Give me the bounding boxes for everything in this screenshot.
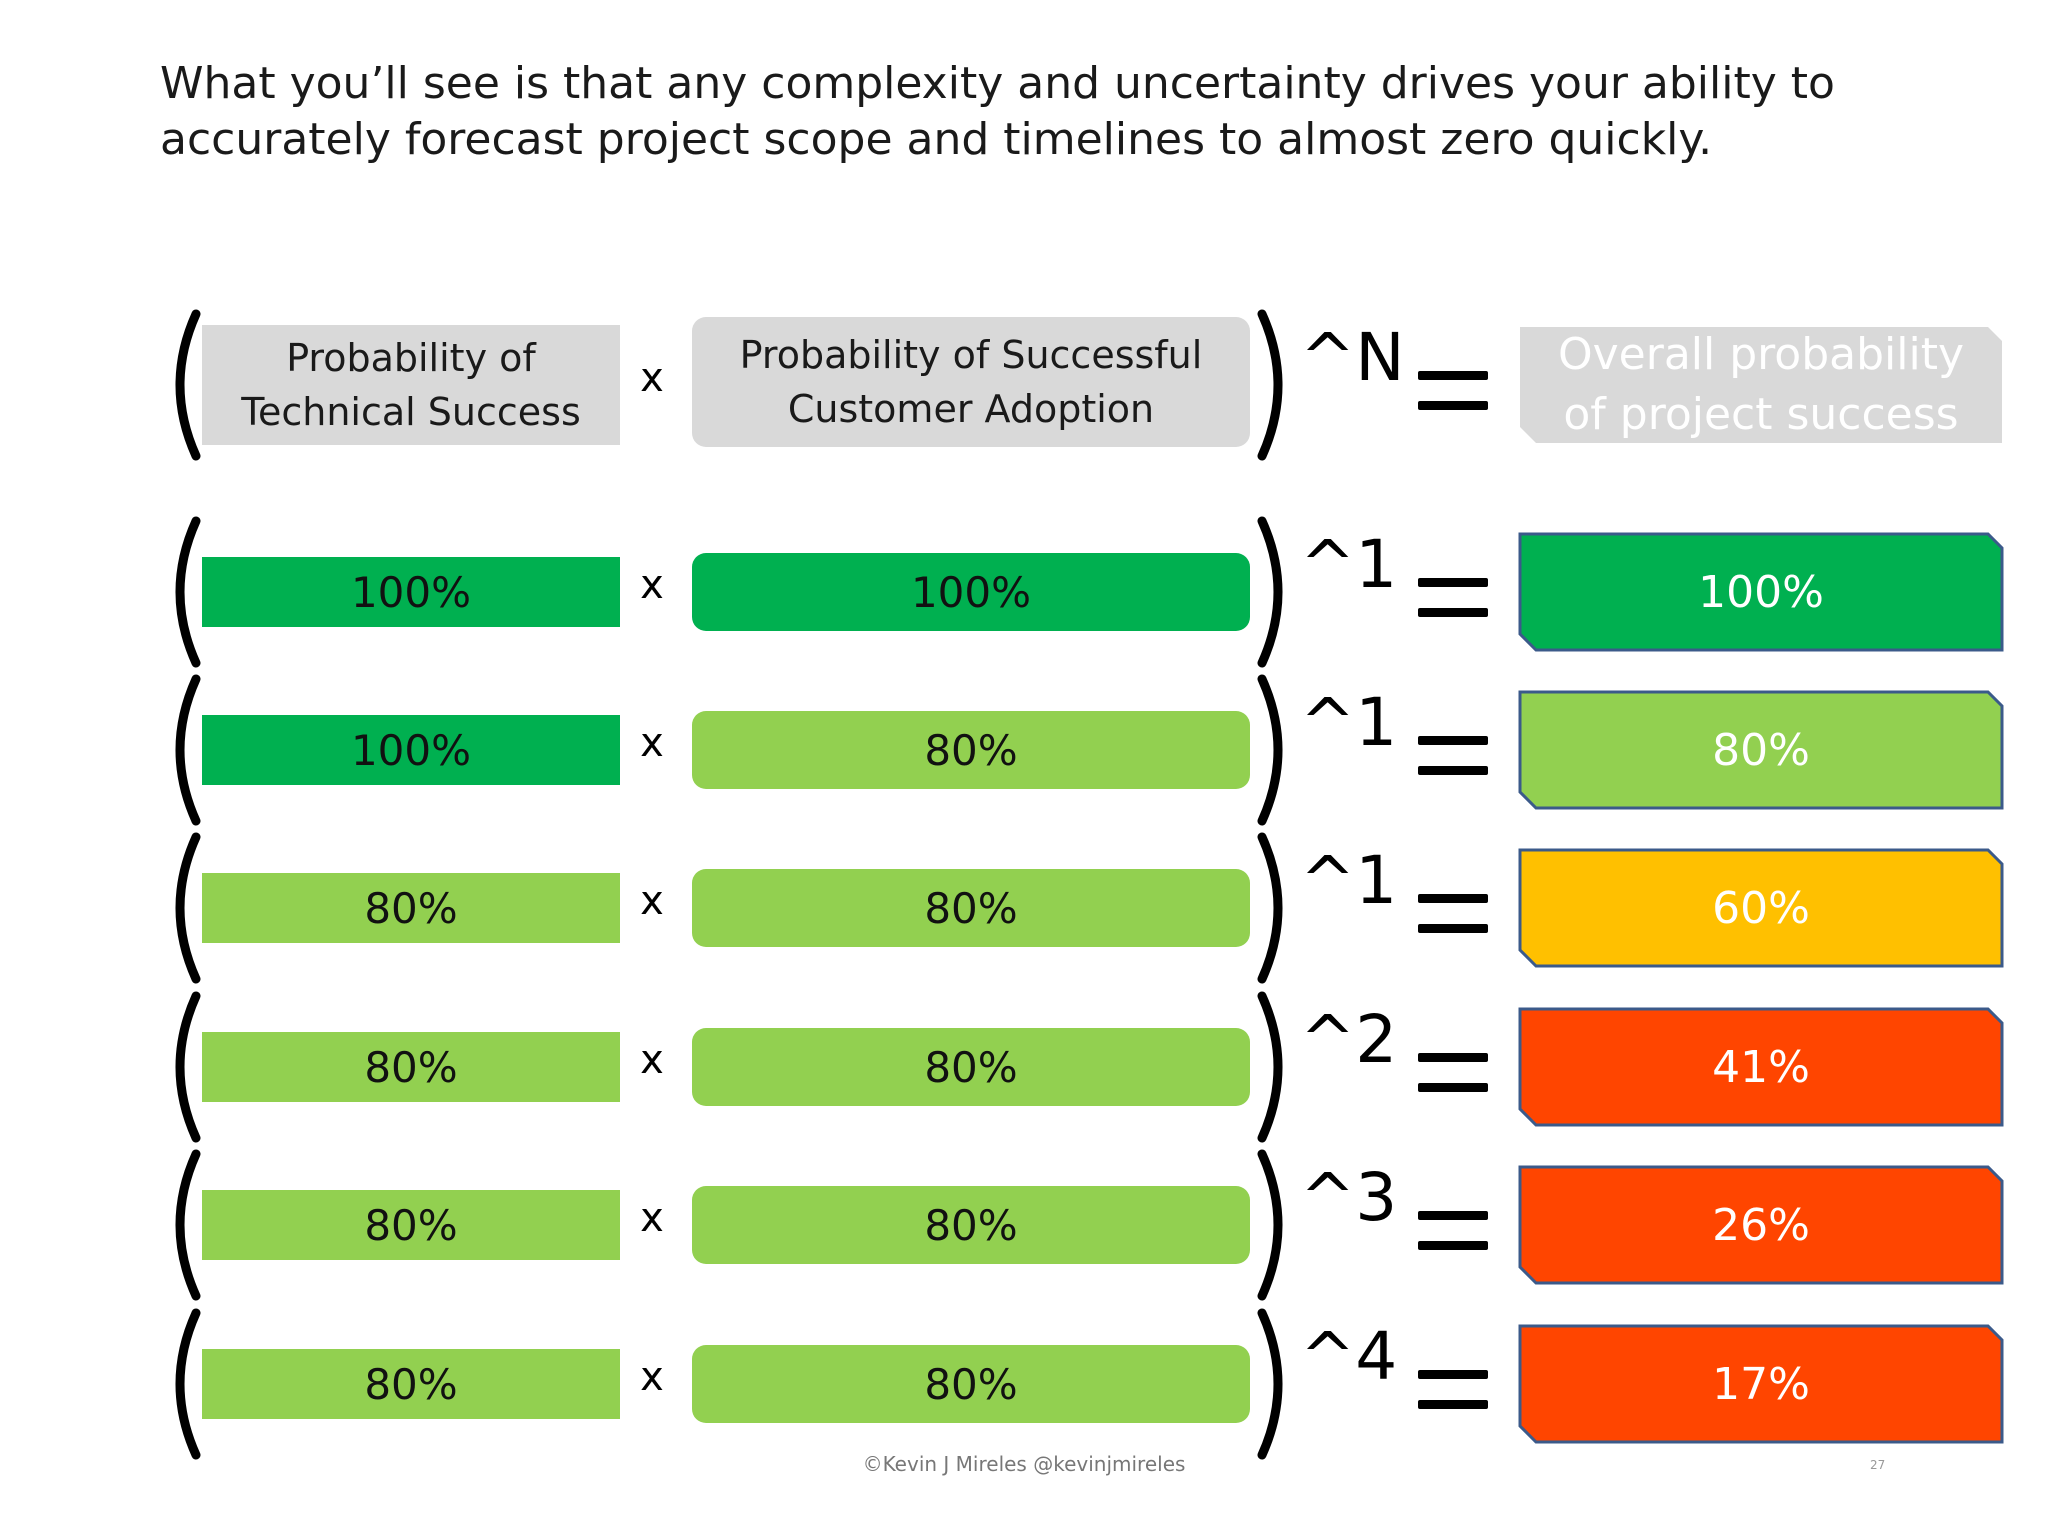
row-4-multiply-sign: x <box>640 1037 664 1083</box>
overall-probability-value: 60% <box>1712 882 1810 934</box>
row-4-right-paren <box>1248 991 1298 1143</box>
row-3-overall-probability: 60% <box>1518 848 2004 968</box>
header-overall-probability: Overall probability of project success <box>1518 325 2004 445</box>
row-5-customer-adoption: 80% <box>692 1186 1250 1264</box>
customer-adoption-label-line-2: Customer Adoption <box>787 387 1155 431</box>
technical-success-value: 100% <box>350 725 472 775</box>
row-3-customer-adoption: 80% <box>692 869 1250 947</box>
customer-adoption-label-line-1: Probability of Successful <box>739 333 1203 377</box>
technical-success-value: 80% <box>364 1042 458 1092</box>
row-3-left-paren <box>160 832 210 984</box>
row-1-right-paren <box>1248 516 1298 668</box>
row-2-right-paren <box>1248 674 1298 826</box>
row-3-technical-success: 80% <box>202 873 620 943</box>
overall-probability-value: 80% <box>1712 724 1810 776</box>
row-1-overall-probability: 100% <box>1518 532 2004 652</box>
technical-success-value: 80% <box>364 883 458 933</box>
customer-adoption-value: 100% <box>910 567 1032 617</box>
overall-probability-label: Overall probability of project success <box>1518 325 2004 445</box>
customer-adoption-value: 80% <box>924 1359 1018 1409</box>
row-5-technical-success: 80% <box>202 1190 620 1260</box>
row-6-customer-adoption: 80% <box>692 1345 1250 1423</box>
row-2-multiply-sign: x <box>640 720 664 766</box>
overall-probability-label-line-2: of project success <box>1563 389 1959 440</box>
row-2-overall-probability: 80% <box>1518 690 2004 810</box>
headline-line-1: What you’ll see is that any complexity a… <box>160 58 1835 109</box>
overall-probability-value: 41% <box>1712 1041 1810 1093</box>
row-4-exponent: ^2 <box>1300 1001 1398 1078</box>
row-5-left-paren <box>160 1149 210 1301</box>
customer-adoption-value: 80% <box>924 1200 1018 1250</box>
row-2-customer-adoption: 80% <box>692 711 1250 789</box>
header-multiply-sign: x <box>640 355 664 401</box>
row-5-multiply-sign: x <box>640 1195 664 1241</box>
row-4-customer-adoption: 80% <box>692 1028 1250 1106</box>
row-6-exponent: ^4 <box>1300 1318 1398 1395</box>
row-4-overall-probability: 41% <box>1518 1007 2004 1127</box>
overall-probability-value: 26% <box>1712 1199 1810 1251</box>
headline-line-2: accurately forecast project scope and ti… <box>160 114 1713 165</box>
overall-probability-value: 17% <box>1712 1358 1810 1410</box>
technical-success-value: 80% <box>364 1359 458 1409</box>
row-4-equals-sign <box>1418 1053 1488 1093</box>
slide-number: 27 <box>1870 1458 1886 1472</box>
overall-probability-label-line-1: Overall probability <box>1558 329 1964 380</box>
row-1-equals-sign <box>1418 578 1488 618</box>
technical-success-value: 100% <box>350 567 472 617</box>
technical-success-value: 80% <box>364 1200 458 1250</box>
row-3-exponent: ^1 <box>1300 842 1398 919</box>
row-1-customer-adoption: 100% <box>692 553 1250 631</box>
row-6-multiply-sign: x <box>640 1354 664 1400</box>
row-6-overall-probability: 17% <box>1518 1324 2004 1444</box>
customer-adoption-value: 80% <box>924 1042 1018 1092</box>
slide-headline: What you’ll see is that any complexity a… <box>160 56 1960 168</box>
row-5-equals-sign <box>1418 1211 1488 1251</box>
row-1-left-paren <box>160 516 210 668</box>
row-3-multiply-sign: x <box>640 878 664 924</box>
technical-success-label-line-2: Technical Success <box>241 390 581 434</box>
technical-success-label-line-1: Probability of <box>286 336 536 380</box>
header-technical-success: Probability of Technical Success <box>202 325 620 445</box>
row-2-equals-sign <box>1418 736 1488 776</box>
row-3-equals-sign <box>1418 894 1488 934</box>
row-6-left-paren <box>160 1308 210 1460</box>
header-exponent: ^N <box>1300 319 1405 396</box>
header-customer-adoption: Probability of Successful Customer Adopti… <box>692 317 1250 447</box>
overall-probability-value: 100% <box>1698 566 1824 618</box>
row-6-equals-sign <box>1418 1370 1488 1410</box>
row-6-right-paren <box>1248 1308 1298 1460</box>
row-5-overall-probability: 26% <box>1518 1165 2004 1285</box>
row-1-exponent: ^1 <box>1300 526 1398 603</box>
row-3-right-paren <box>1248 832 1298 984</box>
row-1-multiply-sign: x <box>640 562 664 608</box>
customer-adoption-value: 80% <box>924 725 1018 775</box>
header-left-paren <box>160 309 210 461</box>
row-2-exponent: ^1 <box>1300 684 1398 761</box>
row-2-technical-success: 100% <box>202 715 620 785</box>
copyright-footer: ©Kevin J Mireles @kevinjmireles <box>862 1452 1186 1476</box>
row-5-right-paren <box>1248 1149 1298 1301</box>
row-4-left-paren <box>160 991 210 1143</box>
row-5-exponent: ^3 <box>1300 1159 1398 1236</box>
row-2-left-paren <box>160 674 210 826</box>
row-1-technical-success: 100% <box>202 557 620 627</box>
customer-adoption-value: 80% <box>924 883 1018 933</box>
row-6-technical-success: 80% <box>202 1349 620 1419</box>
header-right-paren <box>1248 309 1298 461</box>
row-4-technical-success: 80% <box>202 1032 620 1102</box>
header-equals-sign <box>1418 371 1488 411</box>
